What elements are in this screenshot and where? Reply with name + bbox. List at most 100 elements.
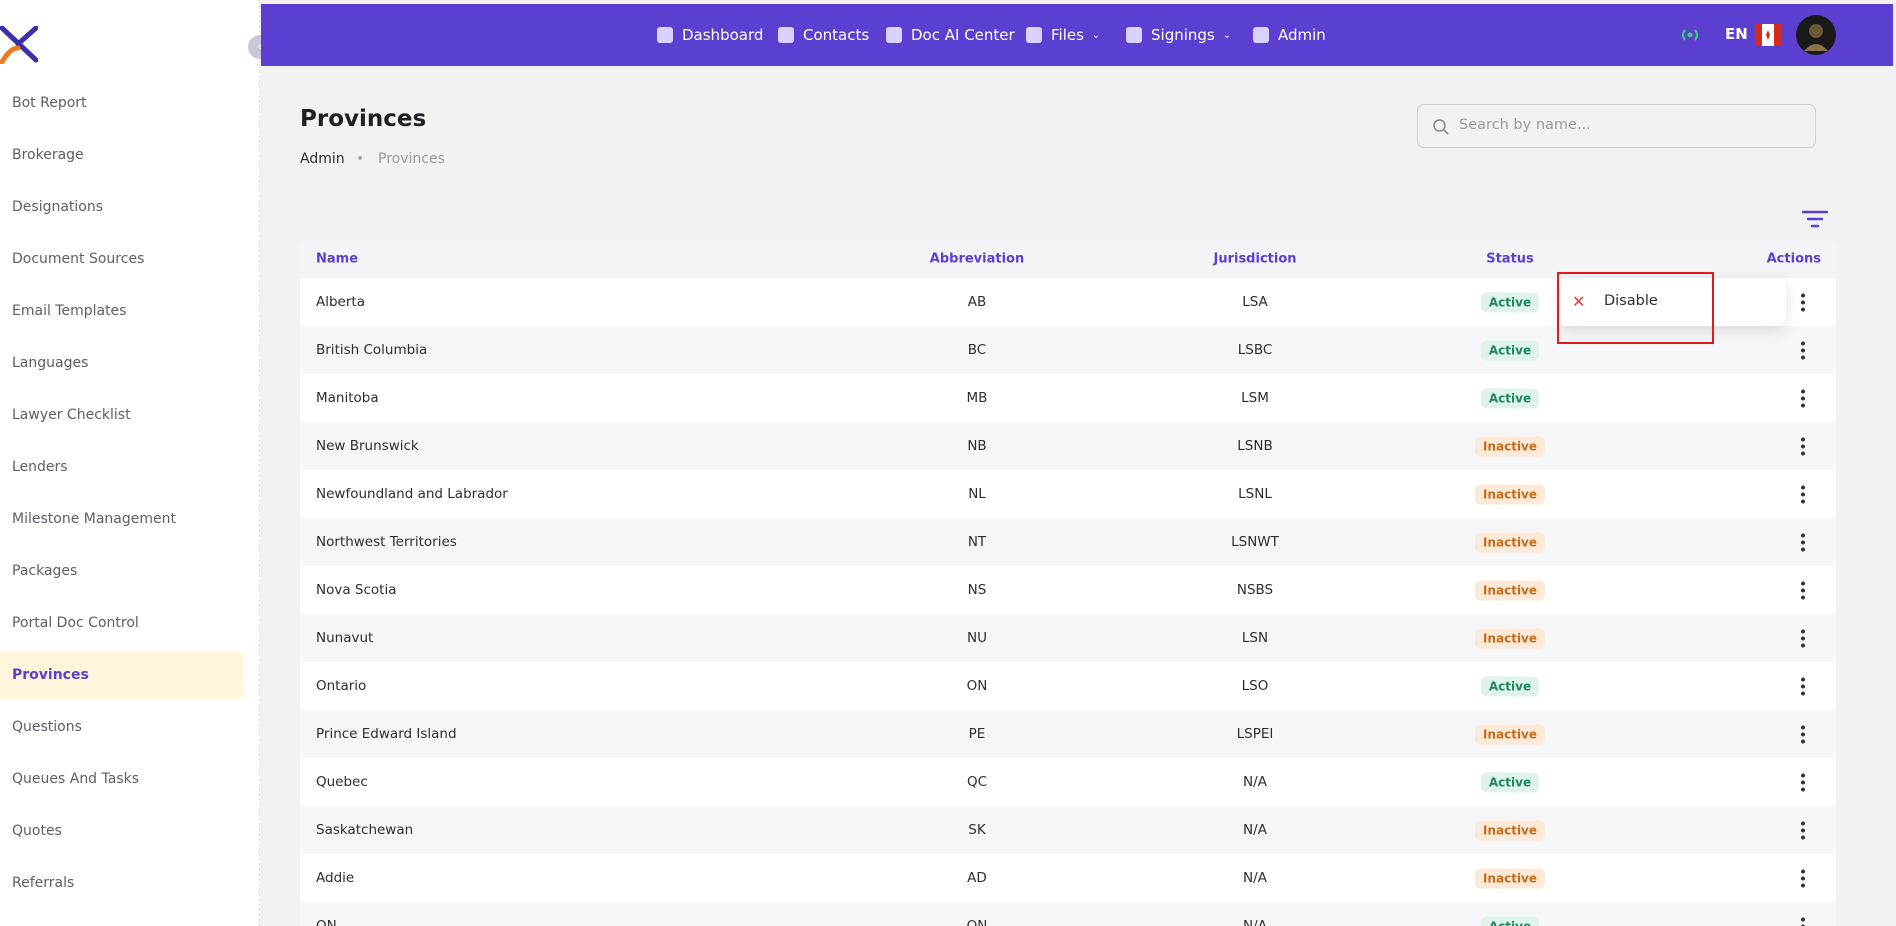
row-menu: ✕ Disable: [1560, 278, 1786, 326]
table-row: [300, 662, 1836, 710]
status-badge: Active: [1480, 340, 1540, 361]
sidebar-item[interactable]: Packages: [12, 563, 78, 579]
sidebar-item[interactable]: Portal Doc Control: [12, 615, 139, 631]
table-cell: N/A: [1243, 822, 1267, 838]
breadcrumb-item: Provinces: [378, 151, 445, 167]
nav-item[interactable]: Dashboard: [656, 4, 763, 66]
sidebar-item[interactable]: Questions: [12, 719, 82, 735]
language[interactable]: EN: [1725, 25, 1748, 43]
nav-label[interactable]: Files: [1051, 26, 1084, 44]
status-cell: Active: [1480, 340, 1540, 361]
row-actions-button[interactable]: [1799, 292, 1807, 312]
table-cell: Newfoundland and Labrador: [316, 486, 508, 502]
column-header: Actions: [1766, 251, 1821, 267]
table-cell: NL: [968, 486, 986, 502]
nav-item[interactable]: Contacts: [777, 4, 869, 66]
row-actions-button[interactable]: [1799, 676, 1807, 696]
sidebar-item[interactable]: Designations: [12, 199, 104, 215]
nav-icon: [657, 27, 673, 43]
nav-icon: [1126, 27, 1142, 43]
nav-icon: [778, 27, 794, 43]
table-cell: AD: [967, 870, 987, 886]
nav-chevron: ⌄: [1091, 29, 1101, 41]
status-badge: Inactive: [1474, 484, 1546, 505]
row-actions-button[interactable]: [1799, 820, 1807, 840]
table-header: [300, 240, 1836, 278]
menu-item[interactable]: Disable: [1604, 293, 1658, 309]
table-row: [300, 422, 1836, 470]
column-header: Jurisdiction: [1213, 251, 1297, 267]
row-actions-button[interactable]: [1799, 340, 1807, 360]
sidebar-item[interactable]: Queues And Tasks: [12, 771, 140, 787]
column-header: Abbreviation: [929, 251, 1025, 267]
nav-label[interactable]: Contacts: [803, 26, 870, 44]
row-actions-button[interactable]: [1799, 388, 1807, 408]
sidebar-item[interactable]: Lenders: [12, 459, 68, 475]
sidebar-item[interactable]: Languages: [12, 355, 89, 371]
nav-item[interactable]: Admin: [1252, 4, 1326, 66]
sidebar-item[interactable]: Lawyer Checklist: [12, 407, 131, 423]
connection-icon: [1682, 29, 1698, 41]
nav-label[interactable]: Signings: [1151, 26, 1215, 44]
nav-icon: [1026, 27, 1042, 43]
row-actions-button[interactable]: [1799, 436, 1807, 456]
nav-item[interactable]: Doc AI Center: [885, 4, 1015, 66]
sidebar: Bot Report Brokerage Designations Document …: [0, 0, 260, 926]
status-badge: Active: [1480, 772, 1540, 793]
table-cell: LSBC: [1237, 342, 1273, 358]
sidebar-item[interactable]: Bot Report: [12, 95, 87, 111]
row-actions-button[interactable]: [1799, 580, 1807, 600]
table-row: [300, 854, 1836, 902]
table-row: [300, 710, 1836, 758]
row-actions-button[interactable]: [1799, 484, 1807, 504]
sidebar-item[interactable]: Brokerage: [12, 147, 84, 163]
table-cell: AB: [967, 294, 987, 310]
row-actions-button[interactable]: [1799, 628, 1807, 648]
table-cell: Nunavut: [316, 630, 374, 646]
nav-label[interactable]: Admin: [1278, 26, 1326, 44]
row-actions-button[interactable]: [1799, 772, 1807, 792]
nav-label[interactable]: Doc AI Center: [911, 26, 1015, 44]
row-actions-button[interactable]: [1799, 532, 1807, 552]
sidebar-item[interactable]: Document Sources: [12, 251, 145, 267]
table-row: [300, 326, 1836, 374]
table-cell: British Columbia: [316, 342, 428, 358]
row-actions-button[interactable]: [1799, 916, 1807, 926]
row-actions-button[interactable]: [1799, 724, 1807, 744]
table-cell: BC: [967, 342, 987, 358]
status-badge: Inactive: [1474, 628, 1546, 649]
sidebar-item[interactable]: Provinces: [0, 651, 243, 699]
table-row: [300, 806, 1836, 854]
flag-icon[interactable]: [1755, 24, 1781, 46]
sidebar-item[interactable]: Milestone Management: [12, 511, 176, 527]
table-cell: Prince Edward Island: [316, 726, 457, 742]
avatar[interactable]: [1796, 15, 1836, 55]
table-cell: Ontario: [316, 678, 367, 694]
nav-item[interactable]: Files ⌄: [1025, 4, 1100, 66]
status-cell: Active: [1480, 676, 1540, 697]
table-cell: QC: [966, 774, 988, 790]
search-icon: [1433, 119, 1449, 135]
disable-icon: ✕: [1572, 292, 1586, 311]
table-cell: Addie: [316, 870, 355, 886]
nav-label[interactable]: Dashboard: [682, 26, 764, 44]
table-cell: N/A: [1243, 870, 1267, 886]
search-box[interactable]: Search by name...: [1417, 104, 1816, 148]
table-row: [300, 374, 1836, 422]
table-cell: PE: [968, 726, 986, 742]
status-cell: Active: [1480, 916, 1540, 926]
table-cell: NB: [967, 438, 987, 454]
sidebar-item[interactable]: Referrals: [12, 875, 75, 891]
filter-button[interactable]: [1802, 208, 1828, 230]
row-actions-button[interactable]: [1799, 868, 1807, 888]
table-cell: SK: [968, 822, 986, 838]
breadcrumb-item[interactable]: Admin: [300, 151, 345, 167]
status-cell: Inactive: [1474, 532, 1546, 553]
table-cell: ON: [966, 918, 988, 926]
nav-item[interactable]: Signings ⌄: [1125, 4, 1231, 66]
table-cell: LSNWT: [1231, 534, 1279, 550]
status-cell: Active: [1480, 772, 1540, 793]
breadcrumb-separator: •: [356, 151, 365, 167]
sidebar-item[interactable]: Email Templates: [12, 303, 127, 319]
sidebar-item[interactable]: Quotes: [12, 823, 62, 839]
